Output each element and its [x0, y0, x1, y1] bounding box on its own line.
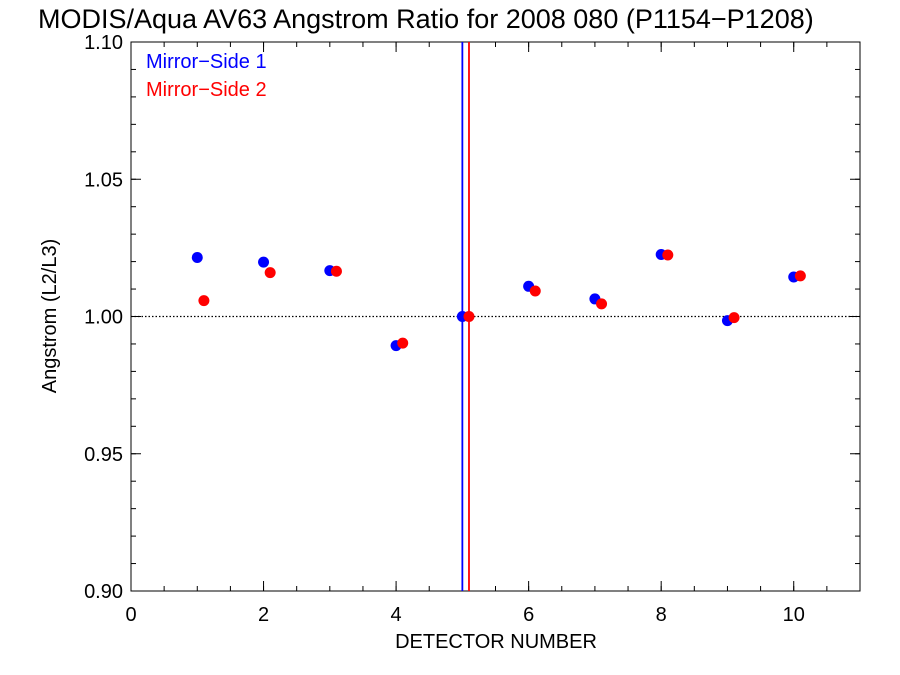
- x-axis-label: DETECTOR NUMBER: [395, 631, 597, 653]
- y-tick-label: 0.95: [84, 444, 123, 466]
- data-point-series-2: [662, 249, 674, 261]
- data-point-series-2: [198, 295, 210, 307]
- data-point-series-1: [191, 251, 203, 263]
- y-tick-label: 1.00: [84, 307, 123, 329]
- data-point-series-2: [330, 265, 342, 277]
- legend: Mirror−Side 1 Mirror−Side 2: [146, 51, 267, 101]
- legend-entry-mirror-side-2: Mirror−Side 2: [146, 79, 267, 101]
- legend-entry-mirror-side-1: Mirror−Side 1: [146, 51, 267, 73]
- data-point-series-2: [596, 298, 608, 310]
- data-point-series-2: [794, 270, 806, 282]
- x-tick-label: 4: [391, 604, 402, 626]
- x-tick-label: 6: [523, 604, 534, 626]
- y-tick-label: 1.05: [84, 169, 123, 191]
- data-point-series-2: [397, 337, 409, 349]
- y-axis-label: Angstrom (L2/L3): [39, 239, 61, 394]
- x-tick-label: 2: [258, 604, 269, 626]
- data-point-series-2: [728, 312, 740, 324]
- data-point-series-2: [264, 267, 276, 279]
- plot-area: 0 2 4 6 8 10 0.90 0.95 1.00 1.05 1.10: [84, 32, 861, 626]
- y-tick-label: 1.10: [84, 32, 123, 54]
- chart-title: MODIS/Aqua AV63 Angstrom Ratio for 2008 …: [38, 4, 814, 34]
- x-tick-label: 8: [656, 604, 667, 626]
- data-point-series-2: [529, 285, 541, 297]
- y-tick-label: 0.90: [84, 581, 123, 603]
- data-point-series-1: [258, 256, 270, 268]
- x-tick-label: 0: [125, 604, 136, 626]
- data-point-series-2: [463, 311, 475, 322]
- x-tick-label: 10: [783, 604, 805, 626]
